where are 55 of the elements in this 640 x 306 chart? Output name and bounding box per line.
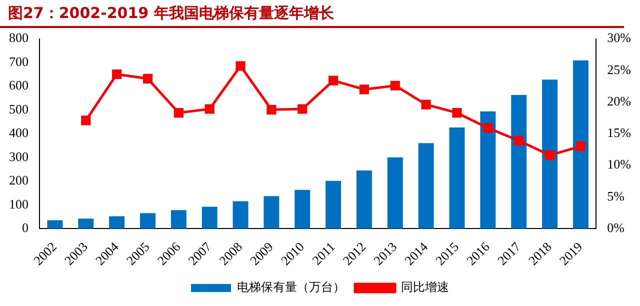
point [576,142,586,152]
bar [232,201,248,229]
point [298,104,308,114]
y-tick-label: 300 [9,148,28,164]
bar [264,196,280,229]
point [266,104,276,114]
bar [356,170,372,229]
bar [202,206,218,229]
y-tick-label: 500 [9,101,28,116]
legend-label: 同比增速 [401,280,449,294]
y-tick-label: 400 [9,125,28,140]
bar [418,143,434,229]
y2-tick-label: 15% [607,125,632,140]
point [483,123,493,133]
point [236,61,246,71]
bar [480,111,496,229]
y-tick-label: 0 [22,220,28,236]
y2-tick-label: 30% [607,30,632,46]
y2-tick-label: 5% [607,188,625,204]
point [421,100,431,110]
y-tick-label: 600 [9,78,28,93]
bar [326,180,342,229]
point [452,108,462,118]
point [112,69,122,80]
point [359,84,370,94]
bar [542,80,558,229]
bar [387,157,403,229]
point [544,150,555,160]
bar [170,210,186,229]
point [390,80,400,90]
point [81,116,91,126]
y2-tick-label: 20% [607,93,632,108]
y-tick-label: 100 [9,196,28,212]
bar [47,220,63,229]
y-tick-label: 700 [9,54,28,69]
point [142,74,153,84]
bar [572,60,588,229]
point [514,136,524,146]
y2-tick-label: 25% [607,62,632,77]
chart-title: 图27：2002-2019 年我国电梯保有量逐年增长 [0,0,624,28]
bar [109,216,125,229]
bar [511,95,527,229]
legend-label: 电梯保有量（万台） [237,280,345,294]
bar [78,218,94,229]
bar [140,213,156,229]
y2-tick-label: 0% [607,220,625,236]
bar [294,190,310,229]
point [328,76,338,86]
y-tick-label: 800 [9,30,28,46]
y-tick-label: 200 [9,172,28,188]
y2-tick-label: 10% [607,156,632,172]
point [204,104,214,114]
bar [449,128,465,229]
point [174,108,184,118]
x-tick-label: 2011 [309,239,338,268]
